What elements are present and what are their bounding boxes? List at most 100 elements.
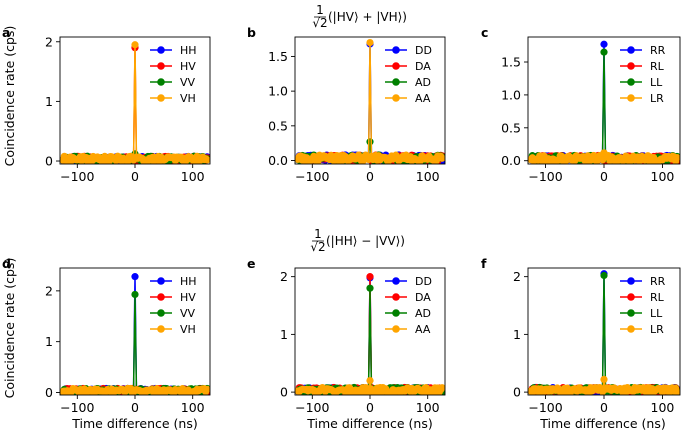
ytick-label-f-2: 2 [513, 269, 521, 284]
xtick-label-d-2: 100 [181, 400, 205, 415]
legend-marker-f-LL [627, 309, 635, 317]
legend-label-e-AA: AA [415, 323, 431, 336]
legend-marker-f-RL [627, 293, 635, 301]
data-point-b-AA-50 [366, 38, 374, 47]
legend-marker-d-HV [157, 293, 165, 301]
legend-e: DD DA AD AA [385, 275, 432, 336]
legend-label-a-HH: HH [180, 44, 197, 57]
legend-marker-a-VV [157, 78, 165, 86]
xtick-label-f-0: −100 [528, 400, 562, 415]
panel-label-d: d [2, 256, 11, 271]
legend-label-b-AA: AA [415, 92, 431, 105]
row-title-top-num: 1 [316, 3, 324, 17]
xlabel-f: Time difference (ns) [539, 416, 665, 431]
legend-d: HH HV VV VH [150, 275, 197, 336]
legend-label-a-VV: VV [180, 76, 196, 89]
data-point-a-VH-100 [203, 156, 210, 164]
ytick-label-d-1: 1 [45, 334, 53, 349]
ytick-label-b-3: 1.5 [268, 49, 288, 64]
series-d-VH [60, 384, 210, 395]
ytick-label-b-0: 0.0 [268, 153, 288, 168]
ytick-label-a-1: 1 [45, 94, 53, 109]
legend-marker-c-LL [627, 78, 635, 86]
data-point-f-LL-50 [600, 271, 608, 280]
row-title-bottom: 1 √2 (|HH⟩ − |VV⟩) [310, 227, 405, 254]
ytick-label-b-2: 1.0 [268, 84, 288, 99]
legend-marker-a-HH [157, 46, 165, 54]
panel-a: a −100 0 100 0 1 2 HH HV VV VH [2, 25, 211, 184]
data-point-e-DA-50 [366, 273, 374, 281]
panel-c: c −100 0 100 0.0 0.5 1.0 1.5 RR RL LL LR [481, 25, 681, 184]
legend-label-b-DD: DD [415, 44, 432, 57]
legend-label-d-HH: HH [180, 275, 197, 288]
legend-label-c-RR: RR [650, 44, 666, 57]
data-point-c-RR-50 [600, 40, 608, 48]
xlabel-e: Time difference (ns) [306, 416, 432, 431]
ytick-label-e-0: 0 [280, 385, 288, 400]
panel-f: f −100 0 100 0 1 2 RR RL LL LR [481, 256, 681, 415]
legend-f: RR RL LL LR [620, 275, 666, 336]
ytick-label-c-3: 1.5 [501, 55, 521, 70]
plot-area-f [528, 270, 680, 395]
data-point-c-LR-100 [673, 153, 680, 162]
xtick-label-b-2: 100 [416, 169, 440, 184]
series-f-LR [528, 375, 680, 395]
series-b-AA [295, 38, 445, 164]
legend-label-f-LR: LR [650, 323, 664, 336]
legend-marker-a-HV [157, 62, 165, 70]
row-title-bottom-den: √2 [310, 240, 325, 254]
ytick-label-e-1: 1 [280, 327, 288, 342]
legend-marker-e-AD [392, 309, 400, 317]
legend-c: RR RL LL LR [620, 44, 666, 105]
legend-marker-b-DD [392, 46, 400, 54]
data-point-f-LR-50 [600, 375, 608, 384]
panel-b: b −100 0 100 0.0 0.5 1.0 1.5 DD DA AD AA [247, 25, 446, 184]
xtick-label-b-0: −100 [295, 169, 329, 184]
panel-label-f: f [481, 256, 487, 271]
legend-marker-d-VV [157, 309, 165, 317]
legend-label-d-VH: VH [180, 323, 196, 336]
panel-label-b: b [247, 25, 256, 40]
plot-area-c [528, 40, 680, 164]
data-point-b-AD-50 [366, 138, 374, 146]
data-point-b-AA-100 [438, 154, 445, 162]
xtick-label-c-0: −100 [528, 169, 562, 184]
xtick-label-e-2: 100 [416, 400, 440, 415]
legend-marker-b-DA [392, 62, 400, 70]
legend-marker-b-AA [392, 94, 400, 102]
legend-marker-d-VH [157, 325, 165, 333]
row-title-top-text: (|HV⟩ + |VH⟩) [328, 10, 407, 24]
legend-marker-d-HH [157, 277, 165, 285]
legend-marker-b-AD [392, 78, 400, 86]
data-point-f-LR-100 [673, 388, 680, 395]
legend-label-e-DA: DA [415, 291, 431, 304]
xtick-label-c-1: 0 [600, 169, 608, 184]
xtick-label-f-1: 0 [600, 400, 608, 415]
xtick-label-b-1: 0 [366, 169, 374, 184]
ytick-label-e-2: 2 [280, 269, 288, 284]
row-title-bottom-num: 1 [314, 227, 322, 241]
legend-label-e-AD: AD [415, 307, 431, 320]
data-point-e-AA-50 [366, 376, 374, 385]
ytick-label-f-0: 0 [513, 385, 521, 400]
panel-label-c: c [481, 25, 488, 40]
legend-label-c-RL: RL [650, 60, 665, 73]
plot-area-d [60, 273, 210, 395]
xtick-label-e-0: −100 [295, 400, 329, 415]
xtick-label-f-2: 100 [651, 400, 675, 415]
data-point-e-AA-100 [438, 384, 445, 392]
data-point-d-HH-50 [131, 273, 139, 281]
legend-marker-e-AA [392, 325, 400, 333]
legend-label-b-DA: DA [415, 60, 431, 73]
xtick-label-a-2: 100 [181, 169, 205, 184]
ytick-label-d-0: 0 [45, 385, 53, 400]
data-point-e-AD-50 [366, 284, 374, 292]
ytick-label-c-2: 1.0 [501, 87, 521, 102]
legend-label-f-RR: RR [650, 275, 666, 288]
legend-marker-a-VH [157, 94, 165, 102]
legend-marker-e-DA [392, 293, 400, 301]
ytick-label-a-2: 2 [45, 34, 53, 49]
ytick-label-c-1: 0.5 [501, 120, 521, 135]
